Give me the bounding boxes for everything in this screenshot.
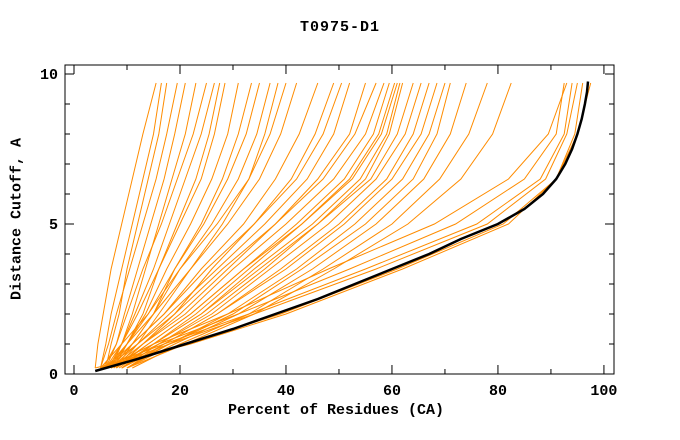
model-curve xyxy=(132,82,488,369)
y-tick-label: 5 xyxy=(49,217,58,234)
model-curve xyxy=(121,82,451,369)
model-curve xyxy=(113,82,398,369)
plot-frame xyxy=(64,64,615,375)
model-curve xyxy=(94,82,157,369)
model-curve xyxy=(110,82,271,369)
best-model-curve xyxy=(94,81,590,373)
model-curve xyxy=(105,82,226,369)
x-tick-label: 20 xyxy=(171,383,189,400)
x-tick-label: 80 xyxy=(489,383,507,400)
model-curve xyxy=(100,82,573,369)
model-curve xyxy=(105,82,568,369)
model-curve xyxy=(116,82,414,369)
model-curve xyxy=(95,82,584,369)
model-curve xyxy=(105,82,377,369)
model-curve xyxy=(100,82,162,369)
model-curve xyxy=(116,82,279,369)
model-curve xyxy=(108,82,260,369)
model-curve xyxy=(105,82,578,369)
y-tick-label: 0 xyxy=(49,367,58,384)
x-tick-label: 100 xyxy=(590,383,617,400)
model-curve xyxy=(126,82,512,369)
y-tick-label: 10 xyxy=(40,67,58,84)
x-axis-label: Percent of Residues (CA) xyxy=(227,402,445,419)
model-curve xyxy=(110,82,385,369)
x-tick-label: 60 xyxy=(383,383,401,400)
chart-title: T0975-D1 xyxy=(299,19,381,36)
model-curve xyxy=(110,82,351,369)
model-curve xyxy=(100,82,178,369)
x-tick-label: 0 xyxy=(70,383,79,400)
x-tick-label: 40 xyxy=(277,383,295,400)
model-curve xyxy=(121,82,422,369)
model-curve xyxy=(126,82,467,369)
model-curve xyxy=(116,82,366,369)
model-curve xyxy=(105,82,343,369)
model-curve xyxy=(105,82,298,369)
model-curve xyxy=(100,82,287,369)
model-curve xyxy=(105,82,168,369)
model-curve xyxy=(110,82,565,369)
model-curve xyxy=(116,82,335,369)
model-curve xyxy=(102,82,207,369)
model-curve xyxy=(121,82,404,369)
